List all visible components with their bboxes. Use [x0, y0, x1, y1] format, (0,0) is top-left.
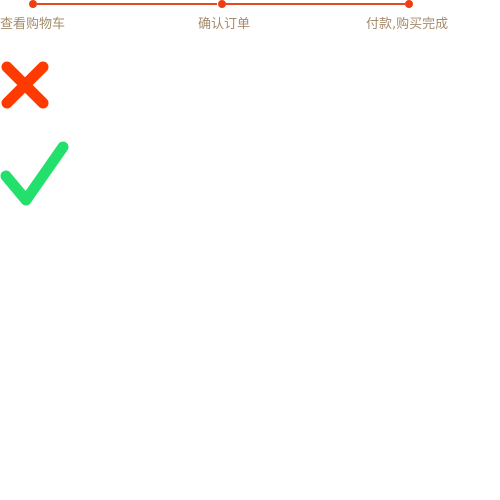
step-dot-confirm-order [218, 0, 226, 8]
checkmark-icon [0, 141, 69, 206]
step-label-payment-complete: 付款,购买完成 [366, 17, 449, 32]
step-label-view-cart: 查看购物车 [0, 17, 66, 32]
step-connector-line [37, 3, 217, 5]
checkout-progress-steps: 查看购物车 确认订单 付款,购买完成 [0, 0, 500, 40]
close-x-icon [1, 61, 49, 109]
step-connector-line [226, 3, 405, 5]
step-label-confirm-order: 确认订单 [198, 17, 251, 32]
step-dot-view-cart [29, 0, 37, 8]
step-dot-payment [405, 0, 413, 8]
